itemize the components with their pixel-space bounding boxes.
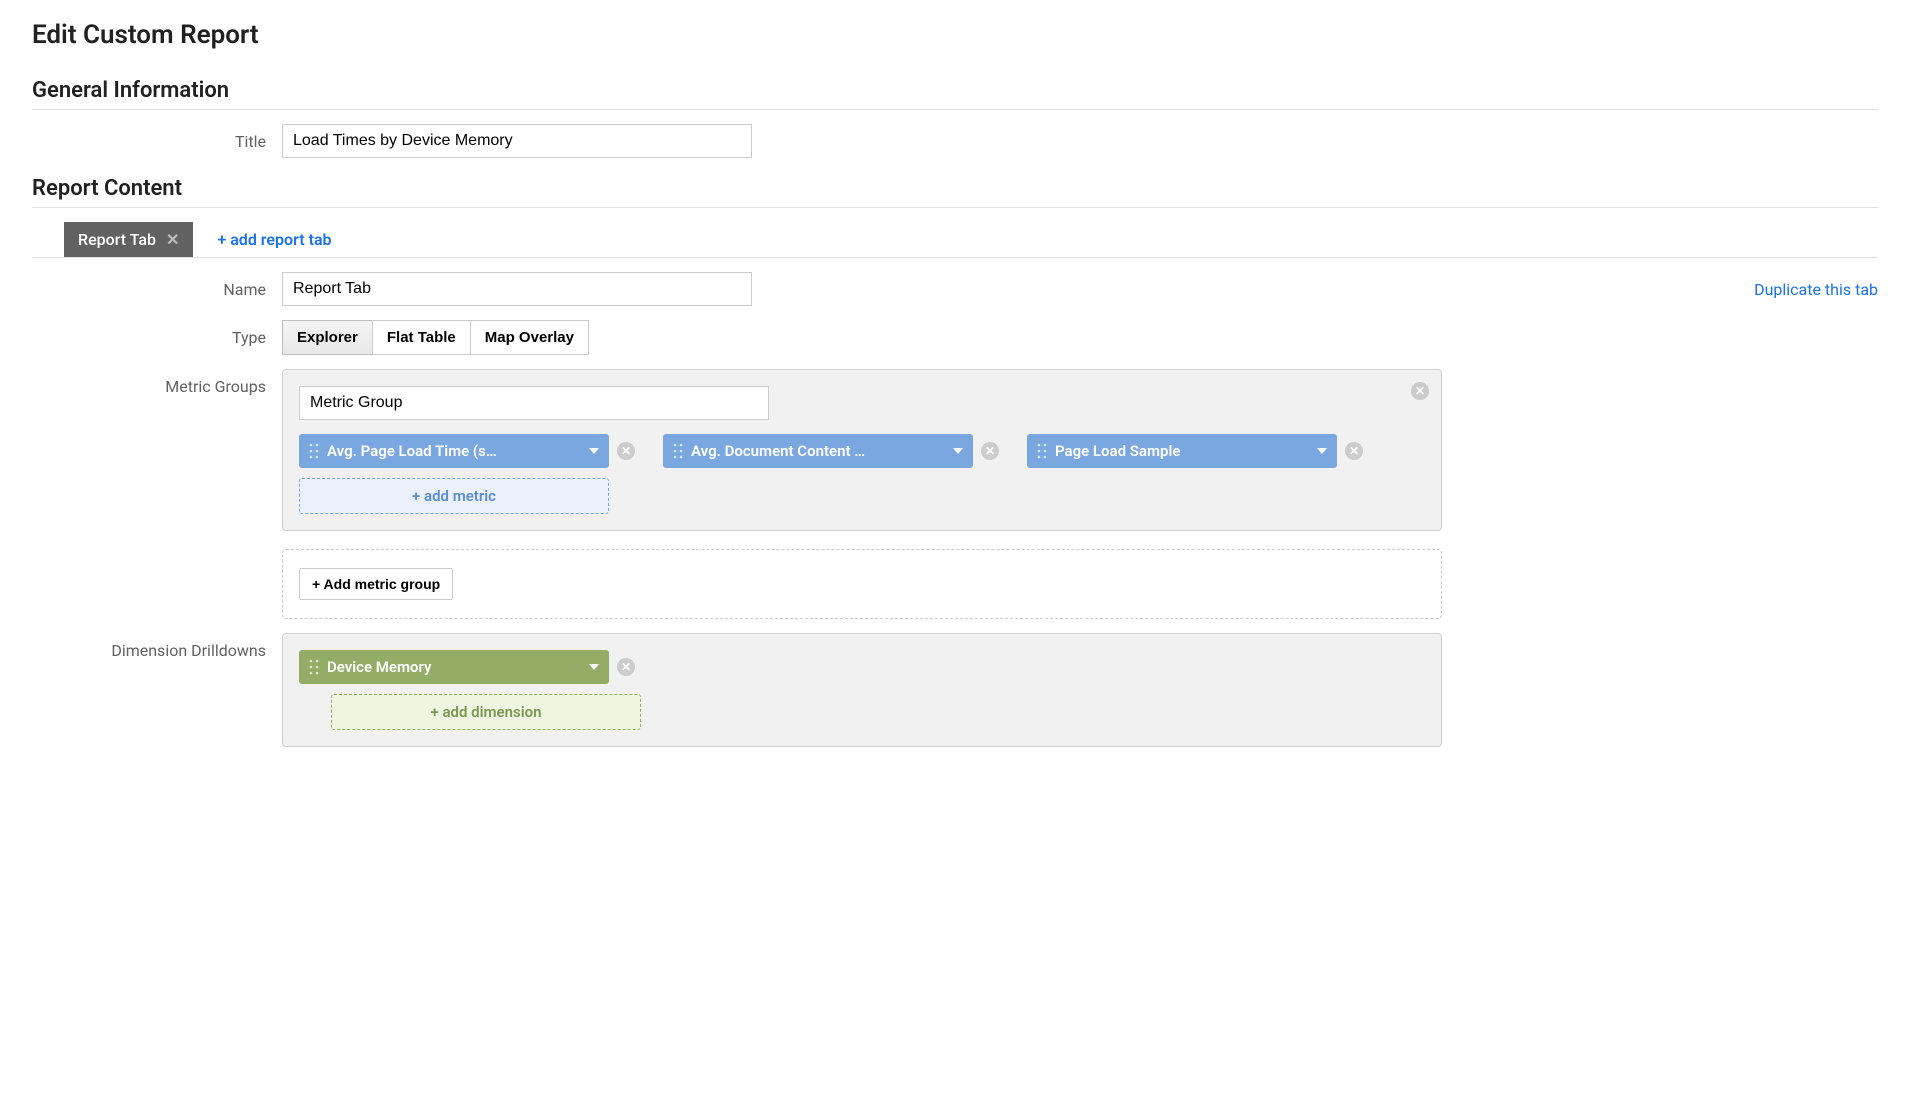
- type-flat-table-button[interactable]: Flat Table: [372, 320, 471, 355]
- type-button-group: Explorer Flat Table Map Overlay: [282, 320, 589, 355]
- report-tab-label: Report Tab: [78, 230, 156, 249]
- type-map-overlay-button[interactable]: Map Overlay: [470, 320, 589, 355]
- close-tab-icon[interactable]: ✕: [166, 230, 179, 249]
- metric-group-panel: ✕ Avg. Page Load Time (s… ✕ Avg. Documen…: [282, 369, 1442, 531]
- chevron-down-icon: [589, 664, 599, 670]
- drag-handle-icon: [1037, 443, 1047, 459]
- type-label: Type: [32, 320, 282, 347]
- drag-handle-icon: [309, 659, 319, 675]
- name-label: Name: [32, 272, 282, 299]
- add-metric-group-button[interactable]: + Add metric group: [299, 568, 453, 600]
- page-title: Edit Custom Report: [32, 20, 1878, 50]
- drag-handle-icon: [673, 443, 683, 459]
- report-tab-active[interactable]: Report Tab ✕: [64, 222, 193, 257]
- dimension-chip[interactable]: Device Memory: [299, 650, 609, 684]
- add-metric-button[interactable]: + add metric: [299, 478, 609, 514]
- report-tab-bar: Report Tab ✕ + add report tab: [32, 222, 1878, 258]
- metric-groups-label: Metric Groups: [32, 369, 282, 396]
- title-label: Title: [32, 124, 282, 151]
- title-input[interactable]: [282, 124, 752, 158]
- drag-handle-icon: [309, 443, 319, 459]
- chevron-down-icon: [1317, 448, 1327, 454]
- metric-chip[interactable]: Avg. Page Load Time (s…: [299, 434, 609, 468]
- section-general-information: General Information: [32, 78, 1878, 110]
- add-dimension-button[interactable]: + add dimension: [331, 694, 641, 730]
- remove-metric-group-icon[interactable]: ✕: [1411, 382, 1429, 400]
- chevron-down-icon: [953, 448, 963, 454]
- metric-chip-label: Avg. Document Content …: [691, 442, 945, 460]
- remove-dimension-icon[interactable]: ✕: [617, 658, 635, 676]
- dimension-panel: Device Memory ✕ + add dimension: [282, 633, 1442, 747]
- add-metric-group-panel: + Add metric group: [282, 549, 1442, 619]
- dimension-drilldowns-label: Dimension Drilldowns: [32, 633, 282, 660]
- type-explorer-button[interactable]: Explorer: [282, 320, 373, 355]
- metric-group-name-input[interactable]: [299, 386, 769, 420]
- metric-chip-label: Page Load Sample: [1055, 442, 1309, 460]
- dimension-chip-label: Device Memory: [327, 658, 581, 676]
- remove-metric-icon[interactable]: ✕: [1345, 442, 1363, 460]
- metric-chip[interactable]: Avg. Document Content …: [663, 434, 973, 468]
- add-report-tab-link[interactable]: + add report tab: [217, 230, 331, 249]
- duplicate-tab-link[interactable]: Duplicate this tab: [1754, 280, 1878, 299]
- chevron-down-icon: [589, 448, 599, 454]
- section-report-content: Report Content: [32, 176, 1878, 208]
- metric-chip-label: Avg. Page Load Time (s…: [327, 442, 581, 460]
- remove-metric-icon[interactable]: ✕: [981, 442, 999, 460]
- remove-metric-icon[interactable]: ✕: [617, 442, 635, 460]
- metric-chip[interactable]: Page Load Sample: [1027, 434, 1337, 468]
- tab-name-input[interactable]: [282, 272, 752, 306]
